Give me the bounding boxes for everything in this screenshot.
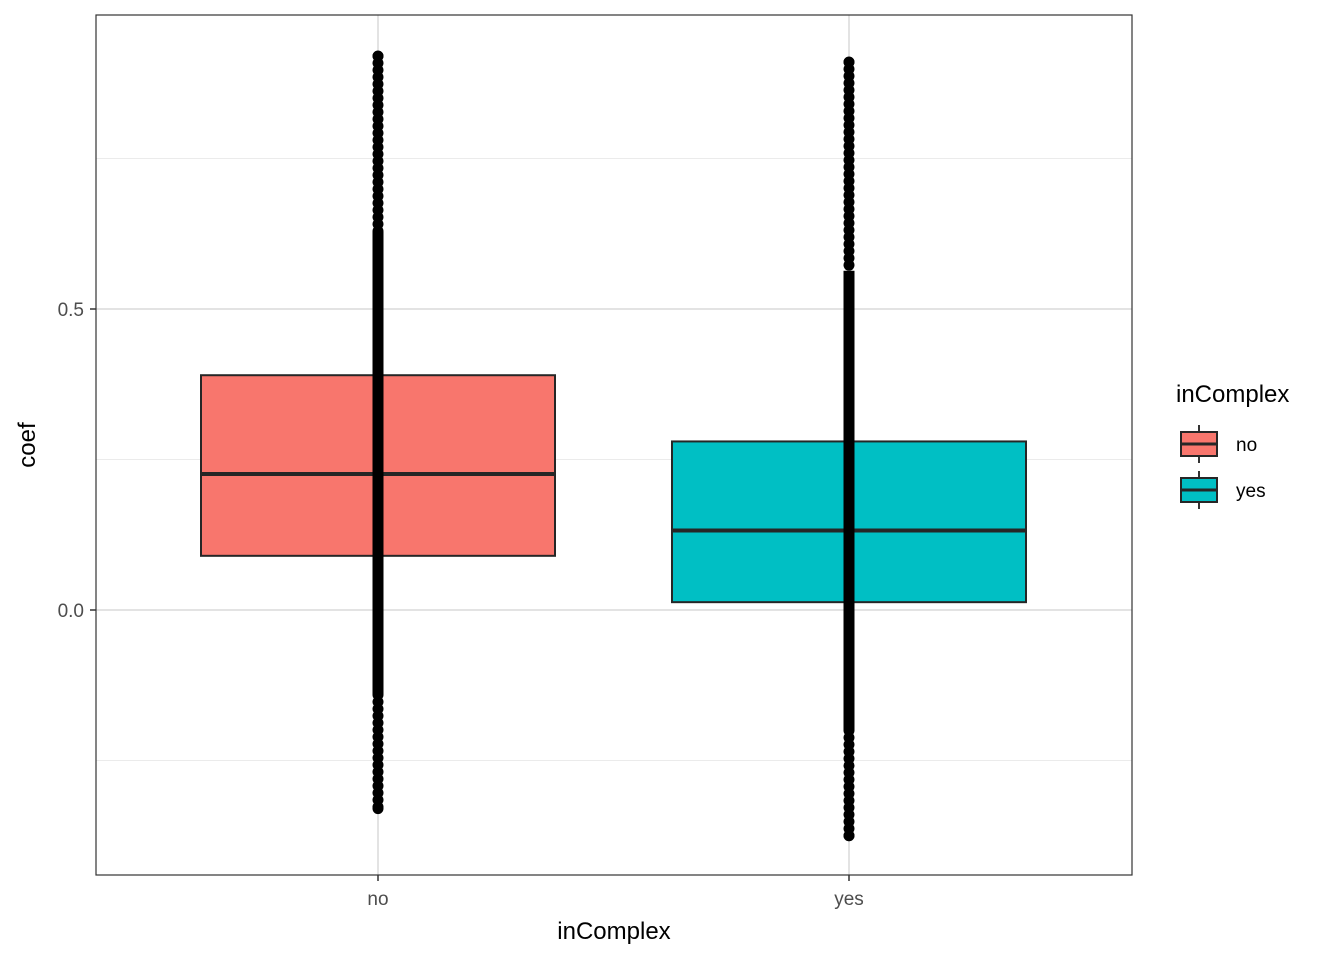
y-axis-title: coef xyxy=(14,422,41,468)
y-tick-label: 0.5 xyxy=(58,300,84,321)
jitter-points xyxy=(372,50,855,842)
point-max-yes xyxy=(843,56,855,68)
legend: inComplex no yes xyxy=(1176,381,1289,509)
point-max-no xyxy=(372,50,384,62)
x-axis: no yes xyxy=(367,875,864,910)
x-axis-title: inComplex xyxy=(557,918,670,945)
legend-title: inComplex xyxy=(1176,381,1289,408)
point-yes xyxy=(843,259,855,271)
legend-label-no: no xyxy=(1236,435,1257,456)
y-tick-label: 0.0 xyxy=(58,601,84,622)
y-axis: 0.0 0.5 xyxy=(58,300,96,622)
point-min-no xyxy=(372,803,384,815)
x-tick-label: no xyxy=(367,889,388,910)
legend-label-yes: yes xyxy=(1236,481,1266,502)
point-no xyxy=(372,225,384,237)
points-dense-no xyxy=(372,231,384,695)
points-dense-yes xyxy=(843,270,855,731)
panel-border xyxy=(95,14,1133,876)
point-min-yes xyxy=(843,830,855,842)
x-tick-label: yes xyxy=(834,889,864,910)
